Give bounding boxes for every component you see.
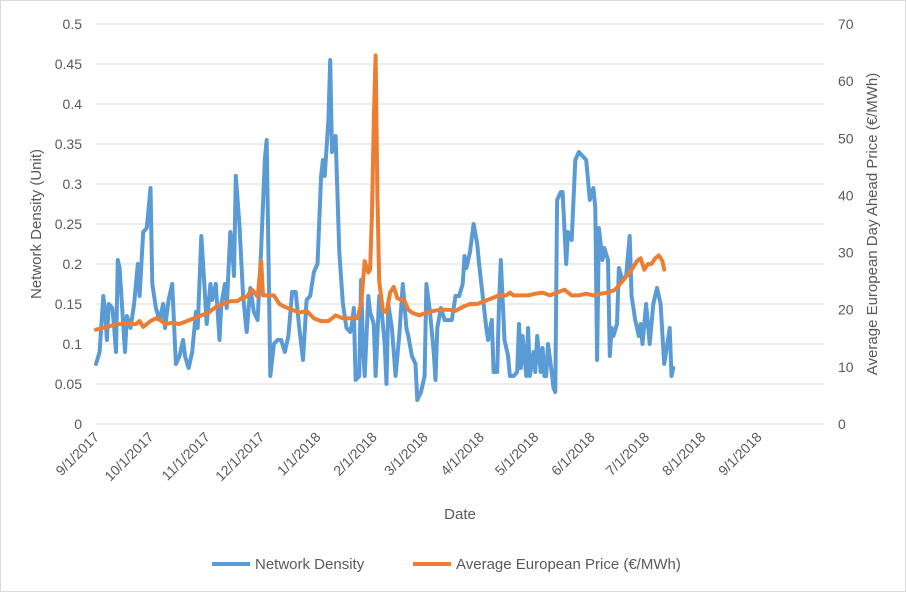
- y-tick-label: 0.2: [63, 256, 83, 272]
- y2-tick-label: 10: [838, 359, 854, 375]
- x-tick-label: 4/1/2018: [437, 429, 487, 479]
- left-axis-ticks: 0 0.05 0.1 0.15 0.2 0.25 0.3 0.35 0.4 0.45 0.5: [55, 16, 82, 432]
- y-tick-label: 0.4: [63, 96, 83, 112]
- x-tick-label: 9/1/2017: [52, 429, 102, 479]
- x-tick-label: 1/1/2018: [274, 429, 324, 479]
- y-tick-label: 0.05: [55, 376, 82, 392]
- legend: Network Density Average European Price (…: [212, 556, 681, 573]
- x-tick-label: 8/1/2018: [659, 429, 709, 479]
- x-tick-label: 12/1/2017: [212, 429, 268, 485]
- y2-tick-label: 50: [838, 130, 854, 146]
- x-tick-label: 11/1/2017: [158, 429, 213, 484]
- y2-tick-label: 60: [838, 73, 854, 89]
- y-tick-label: 0.35: [55, 136, 82, 152]
- y2-tick-label: 30: [838, 245, 854, 261]
- y-axis-title: Network Density (Unit): [28, 149, 45, 299]
- y-tick-label: 0.1: [63, 336, 83, 352]
- series-line-price: [96, 55, 664, 329]
- x-axis-ticks: 9/1/2017 10/1/2017 11/1/2017 12/1/2017 1/1/2…: [52, 429, 765, 485]
- x-tick-label: 9/1/2018: [715, 429, 765, 479]
- x-tick-label: 10/1/2017: [101, 429, 157, 485]
- y2-tick-label: 0: [838, 416, 846, 432]
- y-tick-label: 0.45: [55, 56, 82, 72]
- y-tick-label: 0.5: [63, 16, 83, 32]
- legend-label-price: Average European Price (€/MWh): [456, 556, 681, 573]
- y-tick-label: 0.15: [55, 296, 82, 312]
- right-axis-ticks: 0 10 20 30 40 50 60 70: [838, 16, 854, 432]
- x-tick-label: 6/1/2018: [548, 429, 598, 479]
- x-tick-label: 5/1/2018: [492, 429, 542, 479]
- y-tick-label: 0: [74, 416, 82, 432]
- series-line-network-density: [96, 60, 673, 400]
- gridlines: [96, 24, 824, 424]
- y2-axis-title: Average European Day Ahead Price (€/MWh): [864, 73, 881, 375]
- y-tick-label: 0.3: [63, 176, 83, 192]
- x-tick-label: 3/1/2018: [381, 429, 431, 479]
- x-axis-title: Date: [444, 506, 476, 523]
- y-tick-label: 0.25: [55, 216, 82, 232]
- legend-label-network-density: Network Density: [255, 556, 365, 573]
- y2-tick-label: 40: [838, 187, 854, 203]
- x-tick-label: 7/1/2018: [602, 429, 652, 479]
- series-lines: [96, 55, 673, 400]
- y2-tick-label: 70: [838, 16, 854, 32]
- x-tick-label: 2/1/2018: [330, 429, 380, 479]
- y2-tick-label: 20: [838, 302, 854, 318]
